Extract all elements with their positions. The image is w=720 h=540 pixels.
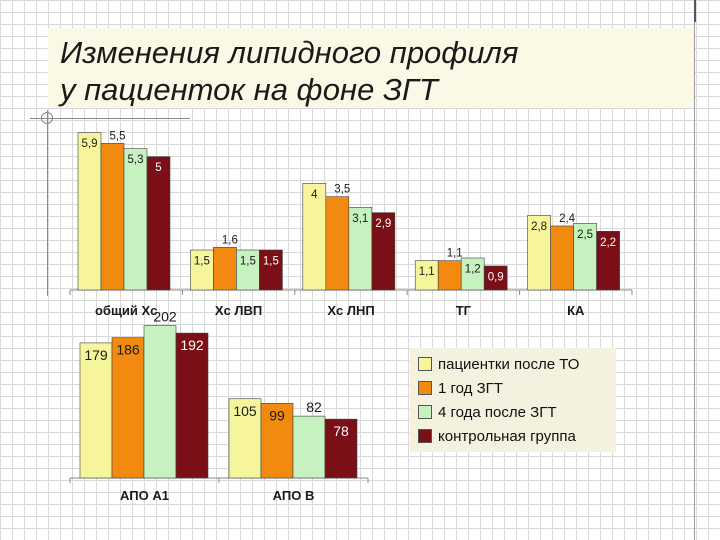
data-label: 179 xyxy=(84,347,108,363)
bar xyxy=(123,148,148,291)
legend-item: пациентки после ТО xyxy=(418,352,608,376)
category-label: ТГ xyxy=(456,303,472,318)
crosshair-horizontal-line xyxy=(30,118,190,119)
data-label: 2,9 xyxy=(375,218,391,230)
bar xyxy=(228,398,262,479)
data-label: 1,5 xyxy=(263,256,279,268)
bar xyxy=(111,337,145,479)
category-label: Хс ЛНП xyxy=(327,303,374,318)
data-label: 99 xyxy=(269,407,285,423)
legend-label: 4 года после ЗГТ xyxy=(438,403,557,421)
data-label: 202 xyxy=(153,309,177,325)
data-label: 1,6 xyxy=(222,234,238,246)
data-label: 4 xyxy=(311,189,318,201)
data-label: 5 xyxy=(155,162,161,174)
data-label: 1,1 xyxy=(447,248,463,260)
data-label: 1,2 xyxy=(465,264,481,276)
data-label: 2,5 xyxy=(577,229,593,241)
legend-label: 1 год ЗГТ xyxy=(438,379,503,397)
data-label: 82 xyxy=(306,399,322,415)
legend-label: пациентки после ТО xyxy=(438,355,580,373)
bar xyxy=(292,415,326,479)
bar xyxy=(483,265,508,291)
data-label: 5,3 xyxy=(128,154,144,166)
bar xyxy=(77,132,102,291)
bar xyxy=(371,212,396,291)
category-label: Хс ЛВП xyxy=(215,303,262,318)
legend-label: контрольная группа xyxy=(438,427,576,445)
category-label: общий Хс xyxy=(95,303,157,318)
bar xyxy=(260,402,294,479)
legend-item: 1 год ЗГТ xyxy=(418,376,608,400)
bar xyxy=(325,196,350,291)
legend: пациентки после ТО 1 год ЗГТ 4 года посл… xyxy=(410,348,616,452)
bar xyxy=(146,156,171,291)
bar xyxy=(596,231,620,291)
bar xyxy=(550,225,574,291)
bar xyxy=(143,325,177,479)
crosshair-vertical-line xyxy=(47,110,48,296)
legend-swatch xyxy=(418,429,432,443)
data-label: 1,5 xyxy=(240,256,256,268)
data-label: 192 xyxy=(180,337,204,353)
bar xyxy=(213,247,237,291)
legend-swatch xyxy=(418,357,432,371)
bar xyxy=(79,342,113,479)
data-label: 0,9 xyxy=(488,272,504,284)
data-label: 1,5 xyxy=(194,256,210,268)
bar xyxy=(100,143,125,291)
data-label: 3,5 xyxy=(334,184,350,196)
data-label: 5,5 xyxy=(110,130,126,142)
bar xyxy=(437,260,462,291)
data-label: 186 xyxy=(116,342,140,358)
slide-title: Изменения липидного профиля у пациенток … xyxy=(60,35,519,107)
slide-border-line xyxy=(694,0,695,540)
title-band xyxy=(48,28,694,108)
legend-item: 4 года после ЗГТ xyxy=(418,400,608,424)
category-label: АПО А1 xyxy=(120,488,169,503)
legend-item: контрольная группа xyxy=(418,424,608,448)
data-label: 78 xyxy=(333,423,349,439)
data-label: 2,8 xyxy=(531,221,547,233)
crosshair-circle xyxy=(41,112,53,124)
data-label: 2,2 xyxy=(600,237,616,249)
category-label: КА xyxy=(567,303,585,318)
category-label: АПО В xyxy=(273,488,315,503)
data-label: 3,1 xyxy=(352,213,368,225)
data-label: 1,1 xyxy=(419,266,435,278)
slide-corner-tick xyxy=(694,0,696,22)
legend-swatch xyxy=(418,381,432,395)
bar xyxy=(324,418,358,479)
data-label: 5,9 xyxy=(82,138,98,150)
legend-swatch xyxy=(418,405,432,419)
bar xyxy=(175,332,209,479)
bar xyxy=(259,249,283,291)
data-label: 2,4 xyxy=(559,213,576,225)
data-label: 105 xyxy=(233,403,257,419)
